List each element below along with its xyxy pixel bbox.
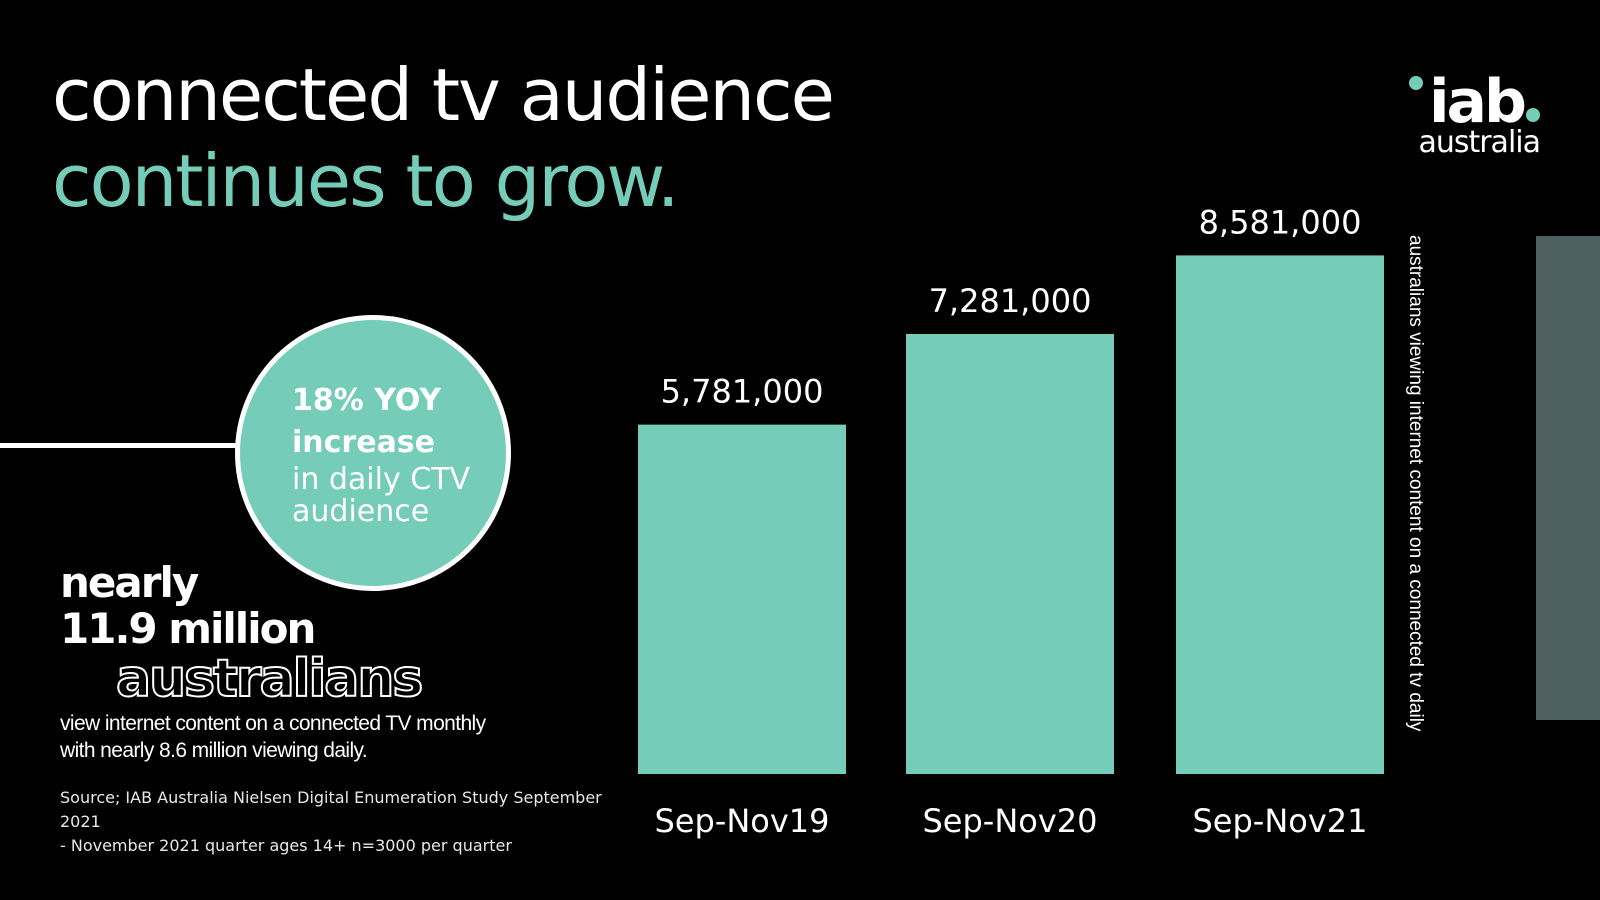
bar-group bbox=[638, 255, 1384, 775]
logo-subtitle: australia bbox=[1418, 125, 1541, 160]
callout-connector-line bbox=[0, 443, 240, 448]
monthly-audience-stat: nearly 11.9 million australians view int… bbox=[60, 560, 580, 764]
source-line-1: Source; IAB Australia Nielsen Digital En… bbox=[60, 788, 602, 831]
bar-value-label: 7,281,000 bbox=[929, 282, 1092, 320]
title-dot: . bbox=[656, 139, 680, 223]
bar-sep-nov20 bbox=[906, 333, 1114, 774]
yoy-desc-2: audience bbox=[292, 494, 430, 529]
stat-desc-line-2: with nearly 8.6 million viewing daily. bbox=[60, 739, 368, 762]
logo-dot-icon bbox=[1409, 76, 1423, 90]
side-panel bbox=[1536, 236, 1600, 720]
logo-main-text: iab bbox=[1428, 67, 1527, 137]
category-label: Sep-Nov21 bbox=[1192, 802, 1367, 840]
yoy-increase: increase bbox=[292, 425, 436, 460]
category-labels: Sep-Nov19 Sep-Nov20 Sep-Nov21 bbox=[654, 802, 1367, 840]
stat-australians: australians bbox=[115, 649, 424, 709]
category-label: Sep-Nov19 bbox=[654, 802, 829, 840]
stat-description: view internet content on a connected TV … bbox=[60, 710, 580, 764]
yoy-callout-circle: 18% YOY increase in daily CTV audience bbox=[235, 315, 511, 591]
y-axis-label: australians viewing internet content on … bbox=[1405, 235, 1426, 732]
title-line-1: connected tv audience bbox=[52, 53, 835, 137]
title-line-2-text: continues to grow bbox=[52, 139, 659, 223]
bar-sep-nov21 bbox=[1176, 255, 1384, 775]
bar-sep-nov19 bbox=[638, 424, 846, 774]
bar-value-label: 5,781,000 bbox=[661, 373, 824, 411]
stat-million: 11.9 million bbox=[60, 604, 316, 653]
category-label: Sep-Nov20 bbox=[922, 802, 1097, 840]
logo-end-dot-icon bbox=[1526, 108, 1540, 122]
logo-wordmark: iab bbox=[1380, 70, 1540, 134]
stat-desc-line-1: view internet content on a connected TV … bbox=[60, 712, 486, 735]
bar-value-labels: 5,781,000 7,281,000 8,581,000 bbox=[661, 203, 1362, 410]
page-title: connected tv audience continues to grow. bbox=[52, 52, 835, 224]
stat-nearly: nearly bbox=[60, 558, 199, 607]
source-line-2: - November 2021 quarter ages 14+ n=3000 … bbox=[60, 836, 512, 855]
source-note: Source; IAB Australia Nielsen Digital En… bbox=[60, 786, 640, 858]
yoy-desc-1: in daily CTV bbox=[292, 462, 471, 497]
yoy-callout-text: 18% YOY increase in daily CTV audience bbox=[292, 380, 502, 528]
bar-value-label: 8,581,000 bbox=[1199, 203, 1362, 241]
iab-australia-logo: iab australia bbox=[1380, 70, 1541, 160]
title-line-2: continues to grow. bbox=[52, 138, 833, 224]
yoy-percent: 18% YOY bbox=[292, 383, 442, 418]
